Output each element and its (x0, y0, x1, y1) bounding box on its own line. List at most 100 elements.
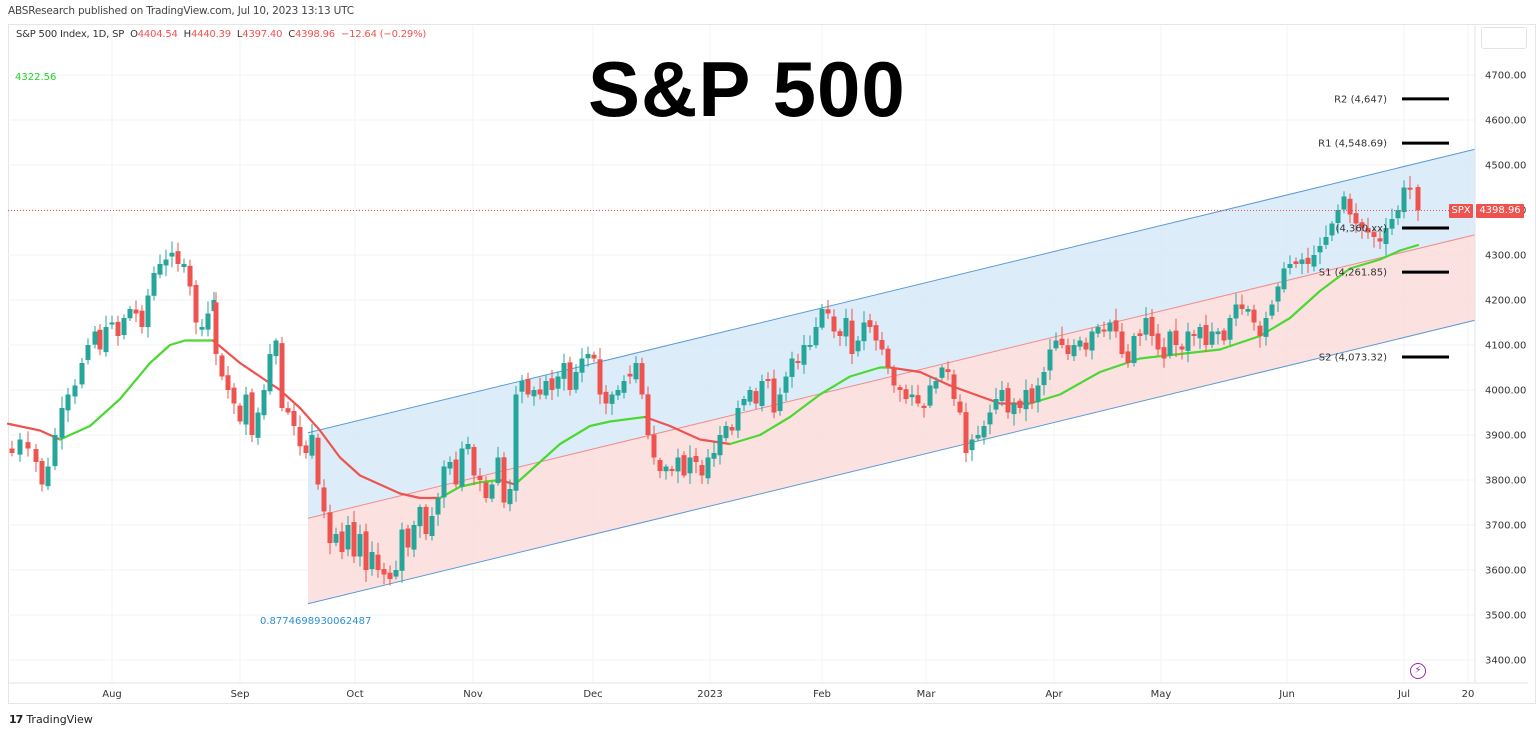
candle-up (273, 340, 279, 357)
candle-down (1221, 330, 1227, 341)
candle-down (657, 460, 663, 471)
regression-channel[interactable]: 0.8774698930062487 (260, 148, 1476, 627)
time-tick-label: Jun (1278, 689, 1295, 700)
tradingview-logo[interactable]: 17 TradingView (9, 713, 93, 726)
candle-up (735, 408, 741, 431)
candle-up (1041, 372, 1047, 386)
pivot-label: S1 (4,261.85) (1319, 268, 1387, 279)
candle-up (1323, 237, 1329, 245)
candle-down (471, 446, 477, 476)
price-tick-label: 4300.00 (1485, 251, 1526, 262)
candle-down (873, 325, 879, 341)
candle-up (999, 390, 1005, 402)
candle-down (921, 405, 927, 408)
candle-up (663, 466, 669, 472)
candle-up (573, 372, 579, 390)
candle-down (603, 391, 609, 404)
candle-down (139, 310, 145, 327)
last-price-tag: 4398.96 (1476, 204, 1524, 218)
candle-up (59, 408, 65, 438)
candle-down (903, 389, 909, 399)
candle-down (1083, 342, 1089, 350)
candle-down (1179, 346, 1185, 350)
candle-up (1311, 255, 1317, 267)
candle-down (9, 448, 15, 453)
candle-up (1215, 331, 1221, 335)
candle-down (771, 378, 777, 413)
candle-up (579, 358, 585, 373)
candle-down (795, 360, 801, 363)
candle-up (441, 466, 447, 498)
lightning-icon[interactable]: ⚡ (1410, 663, 1426, 679)
candle-up (1275, 286, 1281, 302)
candle-up (1035, 385, 1041, 403)
candle-up (993, 399, 999, 410)
candle-up (1227, 318, 1233, 340)
candle-up (157, 264, 163, 275)
candle-up (777, 394, 783, 411)
candle-up (1071, 345, 1077, 357)
candle-down (1149, 317, 1155, 336)
candle-down (237, 405, 243, 422)
candle-down (1353, 213, 1359, 224)
time-tick-label: May (1151, 689, 1172, 700)
pivot-levels[interactable]: R2 (4,647) R1 (4,548.69) (4,360.xx) S1 (4,2… (1318, 94, 1449, 364)
candle-up (759, 381, 765, 407)
candle-down (1371, 232, 1377, 237)
candle-down (1125, 351, 1131, 363)
channel-lower-fill (308, 234, 1475, 604)
candle-up (1143, 318, 1149, 335)
candle-down (1113, 320, 1119, 332)
ma-segment (643, 415, 732, 446)
candle-up (855, 340, 861, 352)
price-axis[interactable]: 4700.004600.004500.004400.004300.004200.… (1474, 25, 1526, 683)
ma-segment (888, 366, 1032, 405)
candle-up (447, 462, 453, 469)
candle-down (423, 506, 429, 534)
symbol-price-tag: SPX (1449, 204, 1473, 218)
candle-up (717, 435, 723, 456)
ma-segment (728, 366, 892, 446)
candle-up (1047, 349, 1053, 371)
candle-down (387, 572, 393, 579)
candle-up (85, 345, 91, 360)
candle-up (181, 264, 187, 267)
candle-up (723, 426, 729, 439)
candle-down (549, 378, 555, 390)
candle-down (363, 531, 369, 570)
candle-down (1173, 330, 1179, 345)
candle-down (1377, 238, 1383, 242)
scale-settings-box[interactable] (1481, 27, 1527, 49)
symbol-label: S&P 500 Index, 1D, SP (16, 29, 125, 40)
candle-up (1077, 340, 1083, 347)
time-tick-label: Aug (102, 689, 122, 700)
candle-down (327, 512, 333, 543)
candle-down (753, 391, 759, 404)
candle-down (681, 455, 687, 476)
tradingview-logo-icon: 17 (9, 713, 23, 726)
candle-down (1005, 388, 1011, 413)
candle-down (879, 340, 885, 350)
time-tick-label: Oct (346, 689, 363, 700)
candle-up (687, 457, 693, 474)
candle-down (951, 374, 957, 399)
candle-down (699, 465, 705, 476)
candle-down (1119, 331, 1125, 354)
candle-down (1305, 257, 1311, 264)
candle-up (507, 489, 513, 505)
candle-down (351, 522, 357, 557)
candle-down (1137, 333, 1143, 336)
candle-up (543, 381, 549, 396)
candle-up (393, 570, 399, 577)
candle-down (537, 389, 543, 395)
candle-up (747, 390, 753, 402)
candlestick-series[interactable] (9, 176, 1421, 586)
time-axis[interactable]: Aug Sep Oct Nov Dec 2023 Feb Mar Apr May Jun Jul 20 (8, 682, 1528, 700)
candle-down (639, 363, 645, 395)
candle-down (867, 320, 873, 327)
candle-up (975, 435, 981, 439)
candle-up (1233, 304, 1239, 319)
price-tick-label: 3800.00 (1485, 476, 1526, 487)
candle-up (255, 412, 261, 438)
